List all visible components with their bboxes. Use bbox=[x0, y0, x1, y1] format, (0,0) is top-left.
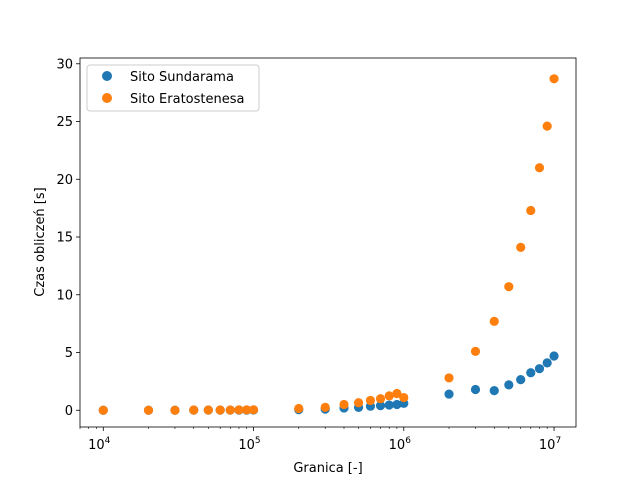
data-point bbox=[534, 364, 545, 374]
data-point bbox=[384, 391, 394, 401]
legend: Sito Sundarama Sito Eratostenesa bbox=[86, 64, 260, 112]
data-point bbox=[143, 405, 154, 415]
data-point bbox=[242, 405, 252, 415]
data-point bbox=[516, 375, 526, 385]
data-point bbox=[375, 394, 386, 404]
data-point bbox=[375, 401, 386, 411]
data-point bbox=[470, 346, 481, 356]
data-point bbox=[470, 384, 481, 395]
data-point bbox=[444, 389, 454, 399]
data-point bbox=[489, 316, 499, 326]
data-point bbox=[542, 358, 552, 368]
legend-marker-sundarama bbox=[102, 71, 112, 81]
y-tick-label: 10 bbox=[56, 288, 73, 303]
data-point bbox=[526, 205, 536, 216]
x-axis-ticks: 104 105 106 107 bbox=[79, 427, 561, 453]
legend-label-eratostenesa: Sito Eratostenesa bbox=[130, 92, 244, 107]
data-point bbox=[365, 395, 376, 406]
data-point bbox=[542, 121, 552, 131]
data-point bbox=[225, 405, 235, 415]
y-axis-ticks: 0 5 10 15 20 25 30 bbox=[56, 57, 80, 419]
data-point bbox=[384, 400, 394, 410]
data-point bbox=[392, 388, 402, 399]
data-point bbox=[399, 392, 409, 403]
data-point bbox=[534, 163, 545, 173]
y-tick-label: 25 bbox=[56, 115, 73, 130]
data-point bbox=[339, 399, 349, 410]
data-point bbox=[98, 405, 108, 415]
x-tick-label: 104 bbox=[88, 436, 111, 453]
data-point bbox=[189, 405, 199, 415]
y-tick-label: 15 bbox=[56, 231, 73, 246]
data-point bbox=[215, 405, 225, 415]
x-tick-label: 106 bbox=[389, 436, 412, 453]
legend-label-sundarama: Sito Sundarama bbox=[130, 70, 234, 85]
data-point bbox=[203, 405, 213, 415]
data-point bbox=[444, 373, 454, 383]
data-point bbox=[549, 74, 559, 84]
data-point bbox=[294, 403, 304, 414]
data-point bbox=[353, 398, 364, 408]
data-point bbox=[392, 399, 402, 410]
data-point bbox=[549, 351, 559, 361]
data-point bbox=[234, 405, 244, 415]
x-axis-label: Granica [-] bbox=[293, 461, 362, 476]
data-point bbox=[516, 242, 526, 253]
data-point bbox=[526, 368, 536, 378]
data-point bbox=[248, 405, 259, 415]
data-point bbox=[320, 402, 330, 412]
data-points bbox=[98, 74, 559, 415]
x-tick-label: 107 bbox=[539, 436, 561, 453]
series-eratostenesa bbox=[98, 74, 559, 415]
y-tick-label: 20 bbox=[56, 173, 73, 188]
data-point bbox=[170, 405, 180, 415]
plot-area bbox=[79, 57, 577, 428]
legend-marker-eratostenesa bbox=[102, 93, 112, 103]
data-point bbox=[504, 282, 514, 292]
y-axis-label: Czas obliczeń [s] bbox=[33, 187, 48, 296]
legend-box bbox=[86, 64, 260, 112]
y-tick-label: 5 bbox=[65, 346, 73, 361]
data-point bbox=[504, 380, 514, 390]
data-point bbox=[489, 386, 499, 396]
x-tick-label: 105 bbox=[238, 436, 260, 453]
y-tick-label: 30 bbox=[56, 57, 73, 72]
y-tick-label: 0 bbox=[65, 404, 73, 419]
